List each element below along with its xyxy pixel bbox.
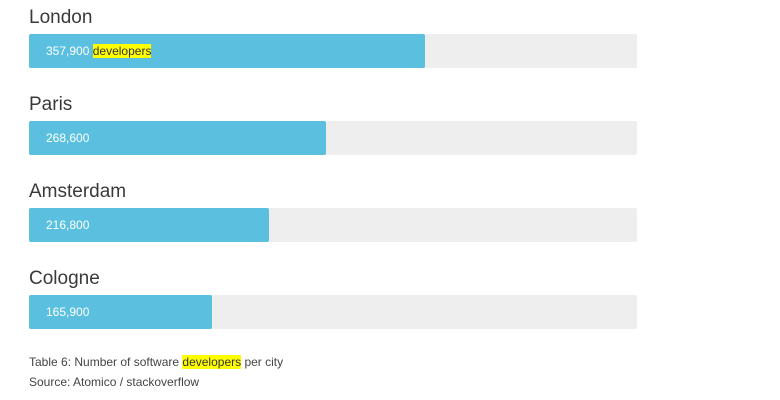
chart-source: Source: Atomico / stackoverflow: [29, 375, 200, 389]
bar-value-number: 357,900: [46, 44, 90, 58]
bar: 357,900 developers: [29, 34, 425, 68]
bar-value-label: 268,600: [46, 121, 89, 155]
bar-value-number: 216,800: [46, 218, 90, 232]
bar-row-amsterdam: Amsterdam 216,800: [29, 174, 637, 261]
bar-row-paris: Paris 268,600: [29, 87, 637, 174]
bar-value-label: 165,900: [46, 295, 89, 329]
caption-suffix: per city: [241, 355, 284, 369]
bar-value-number: 268,600: [46, 131, 90, 145]
bar: 268,600: [29, 121, 326, 155]
category-label: Amsterdam: [29, 181, 127, 202]
bar: 216,800: [29, 208, 269, 242]
bar-track: 357,900 developers: [29, 34, 637, 68]
bar-value-suffix: developers: [92, 44, 152, 58]
bar-value-label: 357,900 developers: [46, 34, 152, 68]
bar: 165,900: [29, 295, 212, 329]
category-label: London: [29, 7, 93, 28]
bar-row-cologne: Cologne 165,900: [29, 261, 637, 348]
bar-value-label: 216,800: [46, 208, 89, 242]
bar-track: 268,600: [29, 121, 637, 155]
category-label: Cologne: [29, 268, 100, 289]
bar-track: 216,800: [29, 208, 637, 242]
caption-highlight: developers: [182, 355, 242, 369]
category-label: Paris: [29, 94, 73, 115]
caption-prefix: Table 6: Number of software: [29, 355, 183, 369]
bar-value-number: 165,900: [46, 305, 90, 319]
bar-row-london: London 357,900 developers: [29, 0, 637, 87]
bar-chart: London 357,900 developers Paris 268,600 Amst…: [29, 0, 637, 348]
bar-track: 165,900: [29, 295, 637, 329]
chart-caption: Table 6: Number of software developers p…: [29, 354, 283, 370]
